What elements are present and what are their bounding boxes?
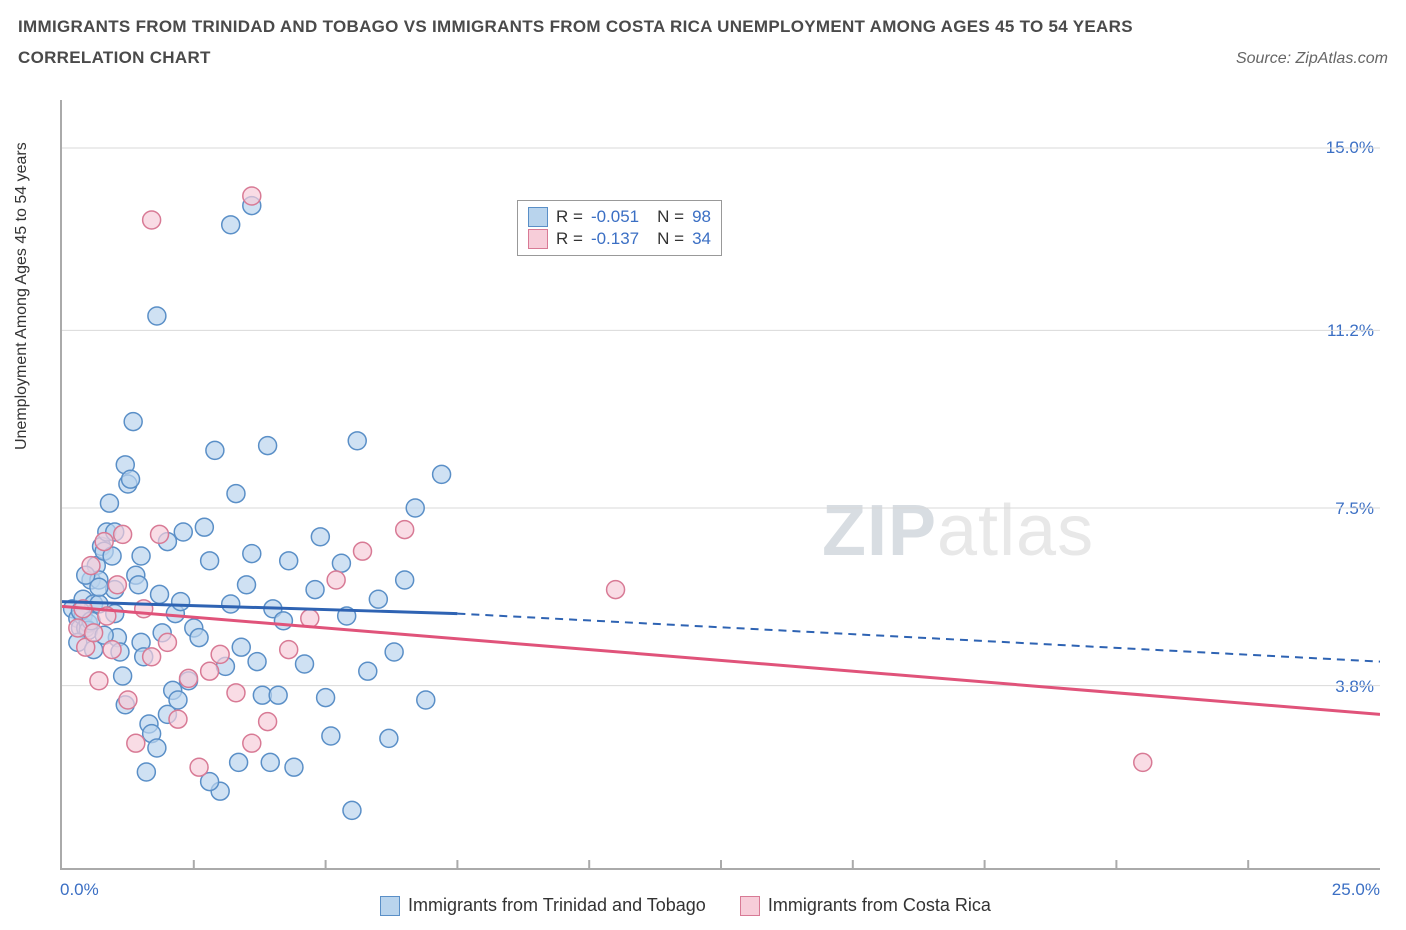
swatch-icon: [740, 896, 760, 916]
x-axis-min: 0.0%: [60, 880, 99, 900]
legend-label: Immigrants from Costa Rica: [768, 895, 991, 916]
plot-area: ZIPatlas R = -0.051 N = 98 R = -0.137 N …: [60, 100, 1380, 870]
y-axis-label: Unemployment Among Ages 45 to 54 years: [13, 142, 31, 450]
legend-n-label: N =: [657, 229, 684, 249]
legend-n-label: N =: [657, 207, 684, 227]
source-attribution: Source: ZipAtlas.com: [1236, 50, 1388, 68]
legend-item-2: Immigrants from Costa Rica: [740, 895, 991, 916]
legend-label: Immigrants from Trinidad and Tobago: [408, 895, 706, 916]
title-block: IMMIGRANTS FROM TRINIDAD AND TOBAGO VS I…: [18, 14, 1206, 68]
legend-n-value: 34: [692, 229, 711, 249]
chart-subtitle: CORRELATION CHART: [18, 48, 1206, 68]
legend-item-1: Immigrants from Trinidad and Tobago: [380, 895, 706, 916]
swatch-icon: [380, 896, 400, 916]
swatch-icon: [528, 229, 548, 249]
legend-r-label: R =: [556, 229, 583, 249]
chart-container: IMMIGRANTS FROM TRINIDAD AND TOBAGO VS I…: [0, 0, 1406, 930]
series-legend: Immigrants from Trinidad and Tobago Immi…: [380, 895, 991, 916]
legend-r-label: R =: [556, 207, 583, 227]
legend-n-value: 98: [692, 207, 711, 227]
correlation-row-2: R = -0.137 N = 34: [528, 228, 711, 250]
legend-r-value: -0.051: [591, 207, 639, 227]
legend-r-value: -0.137: [591, 229, 639, 249]
correlation-row-1: R = -0.051 N = 98: [528, 206, 711, 228]
chart-title: IMMIGRANTS FROM TRINIDAD AND TOBAGO VS I…: [18, 14, 1206, 40]
x-axis-max: 25.0%: [1332, 880, 1380, 900]
correlation-legend: R = -0.051 N = 98 R = -0.137 N = 34: [517, 200, 722, 256]
swatch-icon: [528, 207, 548, 227]
